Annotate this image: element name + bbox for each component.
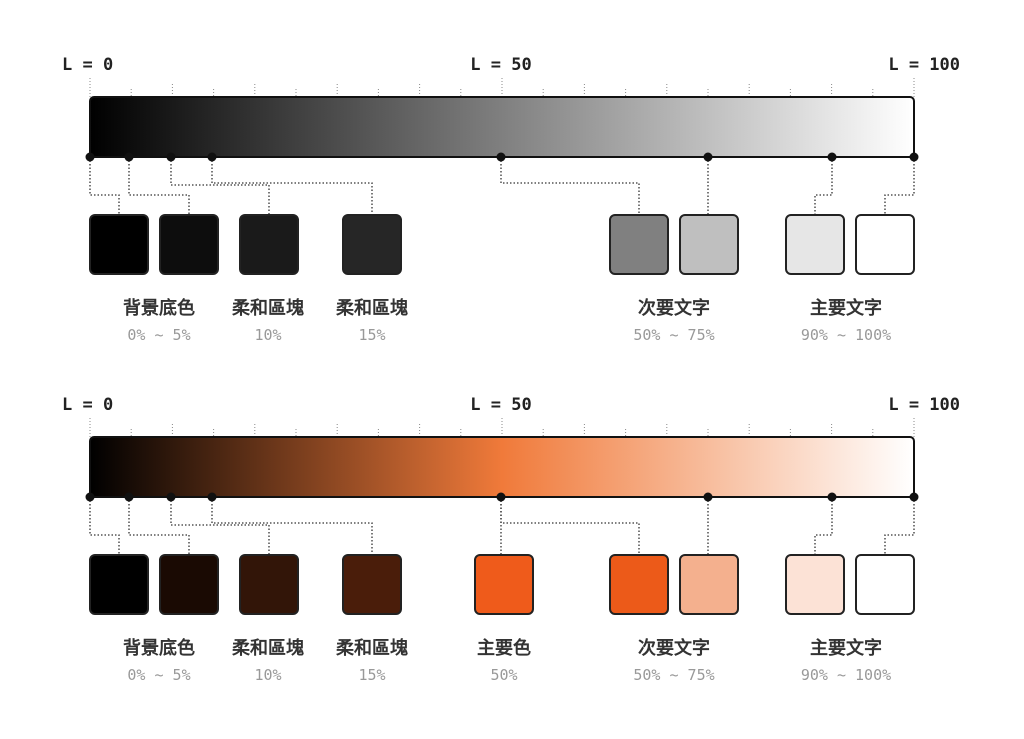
stop-dot xyxy=(166,152,176,162)
swatch xyxy=(679,554,739,615)
swatch xyxy=(474,554,534,615)
group-label: 主要文字 xyxy=(810,637,882,659)
group-label: 次要文字 xyxy=(638,637,710,659)
connector xyxy=(884,157,915,215)
scale-label: L = 100 xyxy=(888,395,960,415)
swatch xyxy=(239,214,299,275)
swatch xyxy=(159,214,219,275)
group-label: 柔和區塊 xyxy=(336,637,408,659)
stop-dot xyxy=(207,152,217,162)
stop-dot xyxy=(827,492,837,502)
scale-label: L = 50 xyxy=(470,395,531,415)
swatch xyxy=(679,214,739,275)
swatch xyxy=(855,554,915,615)
group-label: 柔和區塊 xyxy=(232,297,304,319)
stop-dot xyxy=(827,152,837,162)
group-label: 背景底色 xyxy=(123,297,195,319)
swatch xyxy=(342,214,402,275)
group-label: 柔和區塊 xyxy=(232,637,304,659)
stop-dot xyxy=(207,492,217,502)
connector xyxy=(814,157,833,215)
group-label: 柔和區塊 xyxy=(336,297,408,319)
connector xyxy=(211,497,373,555)
swatch xyxy=(855,214,915,275)
group-range: 0% ~ 5% xyxy=(127,666,190,684)
group-range: 90% ~ 100% xyxy=(801,666,891,684)
connector xyxy=(500,497,640,555)
swatch xyxy=(342,554,402,615)
lightness-bar xyxy=(89,96,915,158)
stop-dot xyxy=(124,152,134,162)
swatch xyxy=(239,554,299,615)
connector xyxy=(128,157,190,215)
panel: L = 0 L = 50 L = 100 背景底色 0% ~ 5% 柔和區塊 10% 柔和區塊… xyxy=(62,55,960,344)
swatch xyxy=(609,214,669,275)
stop-dot xyxy=(496,492,506,502)
group-range: 50% ~ 75% xyxy=(633,666,714,684)
connector xyxy=(89,157,120,215)
connector xyxy=(128,497,190,555)
scale-label: L = 50 xyxy=(470,55,531,75)
connector xyxy=(170,497,270,555)
connector xyxy=(500,157,640,215)
swatch xyxy=(89,554,149,615)
group-label: 主要文字 xyxy=(810,297,882,319)
group-label: 主要色 xyxy=(477,637,531,659)
group-range: 90% ~ 100% xyxy=(801,326,891,344)
swatch xyxy=(785,554,845,615)
group-label: 背景底色 xyxy=(123,637,195,659)
group-range: 50% ~ 75% xyxy=(633,326,714,344)
group-label: 次要文字 xyxy=(638,297,710,319)
stop-dot xyxy=(703,152,713,162)
swatch xyxy=(159,554,219,615)
lightness-bar xyxy=(89,436,915,498)
panel: L = 0 L = 50 L = 100 背景底色 0% ~ 5% 柔和區塊 10% 柔和區塊… xyxy=(62,395,960,684)
group-range: 10% xyxy=(254,326,281,344)
connector xyxy=(89,497,120,555)
swatch xyxy=(609,554,669,615)
group-range: 15% xyxy=(358,326,385,344)
swatch xyxy=(89,214,149,275)
connector xyxy=(814,497,833,555)
stop-dot xyxy=(496,152,506,162)
connector xyxy=(884,497,915,555)
swatch xyxy=(785,214,845,275)
scale-label: L = 0 xyxy=(62,395,113,415)
group-range: 10% xyxy=(254,666,281,684)
group-range: 15% xyxy=(358,666,385,684)
connector xyxy=(211,157,373,215)
stop-dot xyxy=(909,152,919,162)
stop-dot xyxy=(166,492,176,502)
stop-dot xyxy=(909,492,919,502)
group-range: 0% ~ 5% xyxy=(127,326,190,344)
stop-dot xyxy=(124,492,134,502)
scale-label: L = 0 xyxy=(62,55,113,75)
stop-dot xyxy=(85,152,95,162)
group-range: 50% xyxy=(490,666,517,684)
stop-dot xyxy=(703,492,713,502)
stop-dot xyxy=(85,492,95,502)
scale-label: L = 100 xyxy=(888,55,960,75)
connector xyxy=(170,157,270,215)
